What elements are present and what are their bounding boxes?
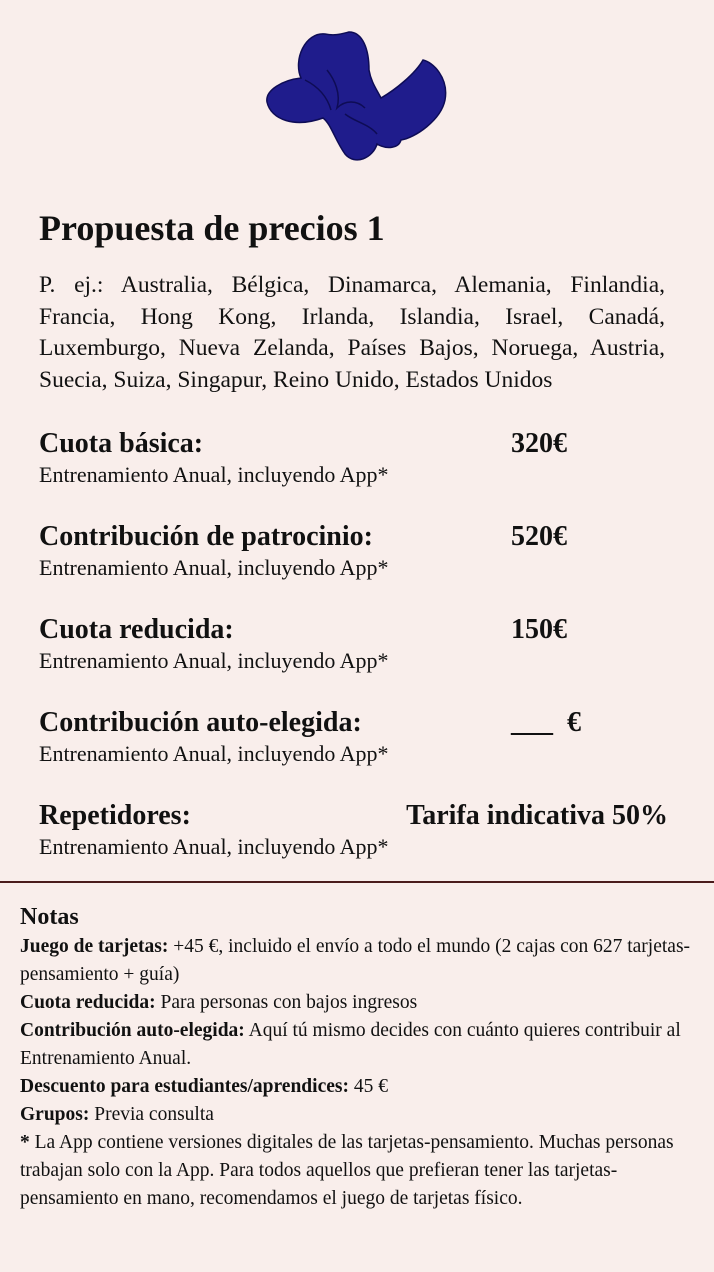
price-description: Entrenamiento Anual, incluyendo App* [39, 555, 389, 580]
note: Juego de tarjetas: +45 €, incluido el en… [20, 933, 694, 989]
price-label: Cuota reducida: [39, 614, 234, 645]
price-description: Entrenamiento Anual, incluyendo App* [39, 741, 389, 766]
pricing: Propuesta de precios 1 P. ej.: Australia… [0, 206, 714, 861]
price-description: Entrenamiento Anual, incluyendo App* [39, 648, 389, 673]
price-row: Contribución auto-elegida: ___ € Entrenami… [39, 706, 675, 768]
price-value: Tarifa indicativa 50% [406, 800, 668, 831]
note: Cuota reducida: Para personas con bajos … [20, 989, 694, 1017]
price-row: Cuota reducida: 150€ Entrenamiento Anual, … [39, 613, 675, 675]
note-text: 45 € [353, 1076, 388, 1097]
price-label: Cuota básica: [39, 428, 204, 459]
notes: Notas Juego de tarjetas: +45 €, incluido… [0, 883, 714, 1213]
price-value: 320€ [511, 428, 567, 459]
note-text: Previa consulta [94, 1104, 214, 1125]
price-row: Repetidores: Tarifa indicativa 50% Entrena… [39, 799, 675, 861]
price-value: ___ € [511, 707, 581, 738]
note: Descuento para estudiantes/aprendices: 4… [20, 1073, 694, 1101]
page-body: Propuesta de precios 1 P. ej.: Australia… [0, 30, 714, 1272]
note: * La App contiene versiones digitales de… [20, 1129, 694, 1213]
note-label: Descuento para estudiantes/aprendices: [20, 1076, 349, 1097]
note-label: Contribución auto-elegida: [20, 1020, 245, 1041]
note-text: Aquí tú mismo decides con cuánto quieres… [20, 1020, 681, 1069]
note-label: Cuota reducida: [20, 992, 156, 1013]
note-label: * [20, 1132, 30, 1153]
price-value: 520€ [511, 521, 567, 552]
note-text: Para personas con bajos ingresos [160, 992, 418, 1013]
countries: P. ej.: Australia, Bélgica, Dinamarca, A… [39, 272, 665, 393]
price-row: Cuota básica: 320€ Entrenamiento Anual, in… [39, 427, 675, 489]
price-value: 150€ [511, 614, 567, 645]
price-row: Contribución de patrocinio: 520€ Entrenami… [39, 520, 675, 582]
price-label: Contribución de patrocinio: [39, 521, 373, 552]
note: Grupos: Previa consulta [20, 1101, 694, 1129]
note-label: Grupos: [20, 1104, 90, 1125]
note: Contribución auto-elegida: Aquí tú mismo… [20, 1017, 694, 1073]
price-description: Entrenamiento Anual, incluyendo App* [39, 462, 389, 487]
divider [0, 881, 714, 883]
price-description: Entrenamiento Anual, incluyendo App* [39, 834, 389, 859]
note-text: +45 €, incluido el envío a todo el mundo… [20, 936, 691, 985]
flower-logo [266, 31, 447, 161]
note-text: La App contiene versiones digitales de l… [20, 1132, 674, 1209]
title: Propuesta de precios 1 [39, 208, 385, 248]
price-label: Repetidores: [39, 800, 191, 831]
price-label: Contribución auto-elegida: [39, 707, 362, 738]
notes-title: Notas [20, 904, 79, 930]
note-label: Juego de tarjetas: [20, 936, 169, 957]
